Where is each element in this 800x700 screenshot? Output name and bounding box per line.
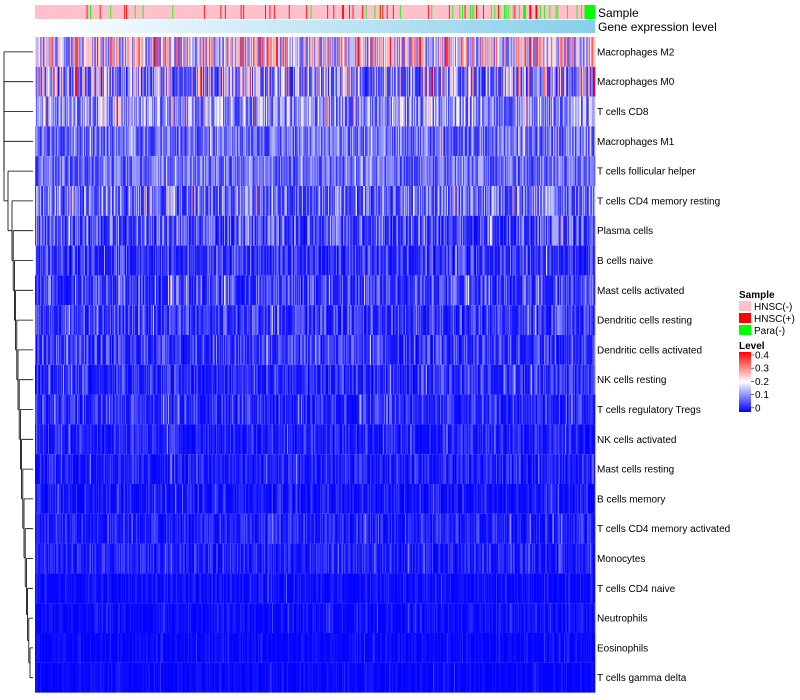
gene-expression-annotation-label: Gene expression level: [598, 20, 717, 34]
heatmap-cell: [594, 37, 595, 67]
sample-annotation-label: Sample: [598, 6, 639, 20]
heatmap-cell: [594, 97, 595, 127]
heatmap-cell: [594, 67, 595, 97]
sample-annotation-bar: [35, 5, 595, 19]
heatmap-cell: [594, 156, 595, 186]
heatmap-cell: [594, 126, 595, 156]
sample-cell: [594, 5, 595, 19]
gene-expression-annotation-bar: [35, 20, 595, 33]
heatmap-chart: Sample Gene expression level Macrophages…: [0, 0, 800, 700]
heatmap-cell: [594, 186, 595, 216]
heatmap-cells: [35, 37, 595, 693]
